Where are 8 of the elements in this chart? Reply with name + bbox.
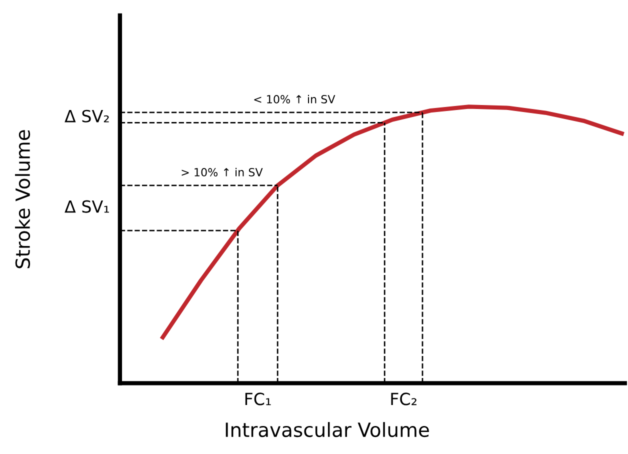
x-axis-title: Intravascular Volume <box>226 422 429 438</box>
y-axis-title: Stroke Volume <box>15 130 30 268</box>
text: Δ SV₂ <box>64 110 109 122</box>
text: Δ SV₁ <box>64 200 109 213</box>
ref-line-label: > 10% ↑ in SV <box>182 168 263 176</box>
text: FC₂ <box>391 392 416 406</box>
text: FC₁ <box>245 392 271 406</box>
ref-line-label: < 10% ↑ in SV <box>254 94 336 104</box>
